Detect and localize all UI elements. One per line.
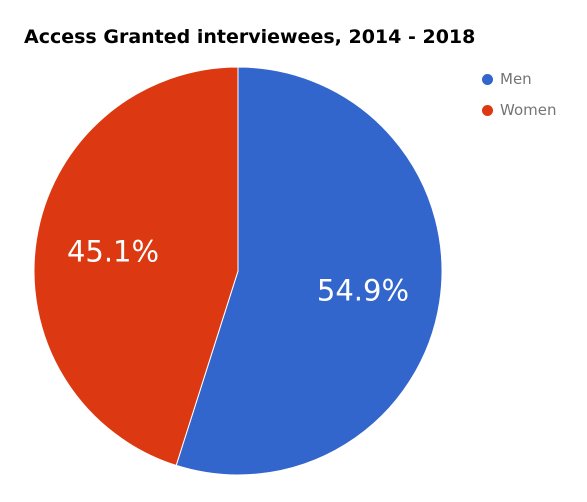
legend-swatch-women <box>482 104 493 116</box>
pie-slice-men[interactable] <box>175 66 443 476</box>
legend-item-women[interactable]: Women <box>482 99 556 121</box>
chart-title: Access Granted interviewees, 2014 - 2018 <box>24 26 476 48</box>
slice-label-men: 54.9% <box>317 273 409 307</box>
legend-label-men: Men <box>500 70 532 88</box>
legend-label-women: Women <box>500 101 557 119</box>
legend-swatch-men <box>482 73 493 85</box>
legend-item-men[interactable]: Men <box>482 68 556 90</box>
pie-slices <box>33 66 443 476</box>
legend: Men Women <box>482 68 556 130</box>
pie-slice-labels: 54.9% 45.1% <box>67 235 409 308</box>
pie-slice-women[interactable] <box>33 66 239 467</box>
slice-label-women: 45.1% <box>67 235 159 269</box>
